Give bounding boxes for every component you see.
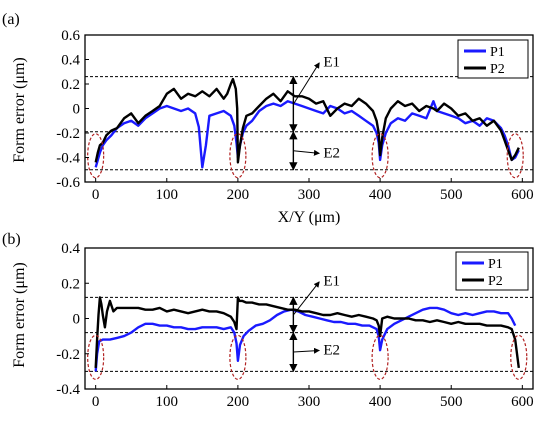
x-tick-label: 500 <box>440 394 463 410</box>
highlight-ellipse <box>371 133 389 179</box>
legend-label-p2: P2 <box>490 62 505 77</box>
x-tick-label: 100 <box>156 187 179 203</box>
series-line-p2 <box>94 296 520 369</box>
panel-a-y-axis-label: Form error (μm) <box>11 57 28 162</box>
y-tick-label: -0.2 <box>56 126 80 142</box>
x-tick-label: 200 <box>227 394 250 410</box>
panel-b-label: (b) <box>2 231 21 248</box>
annotation-pointer <box>293 149 320 156</box>
highlight-ellipse <box>506 133 524 179</box>
annotation-pointer <box>292 281 320 316</box>
y-tick-label: 0.4 <box>61 241 80 257</box>
annotation-pointer <box>292 62 320 105</box>
x-tick-label: 0 <box>92 187 100 203</box>
x-tick-label: 0 <box>92 394 100 410</box>
annotation-pointer <box>293 347 320 354</box>
x-tick-label: 300 <box>298 187 321 203</box>
y-tick-label: -0.2 <box>56 347 80 363</box>
highlight-ellipse <box>510 334 528 380</box>
y-tick-label: 0.2 <box>61 77 80 93</box>
panel-a-label: (a) <box>2 11 20 28</box>
legend-label-p2: P2 <box>488 274 503 289</box>
highlight-ellipse <box>229 334 247 380</box>
panel-b: (b) Form error (μm) E1 E2 0 100 200 300 400 50… <box>2 231 534 410</box>
x-tick-label: 400 <box>369 187 392 203</box>
y-tick-label: 0 <box>73 102 81 118</box>
x-tick-label: 600 <box>511 187 534 203</box>
annotation-e1: E1 <box>323 55 340 71</box>
x-tick-label: 500 <box>440 187 463 203</box>
highlight-ellipse <box>87 133 105 179</box>
y-tick-label: -0.4 <box>56 151 80 167</box>
series-line-p2 <box>94 77 520 164</box>
y-tick-label: 0.6 <box>61 28 80 44</box>
x-tick-label: 200 <box>227 187 250 203</box>
panel-a-legend: P1 P2 <box>457 39 529 79</box>
y-tick-label: -0.4 <box>56 382 80 398</box>
x-tick-label: 400 <box>369 394 392 410</box>
panel-b-legend: P1 P2 <box>455 251 529 291</box>
y-tick-label: -0.6 <box>56 175 80 191</box>
y-tick-label: 0.4 <box>61 53 80 69</box>
y-tick-label: 0.2 <box>61 276 80 292</box>
legend-label-p1: P1 <box>488 257 503 272</box>
highlight-ellipse <box>87 334 105 380</box>
series-line-p1 <box>94 99 520 169</box>
highlight-ellipse <box>229 133 247 179</box>
panel-b-y-axis-label: Form error (μm) <box>11 262 28 367</box>
legend-label-p1: P1 <box>490 45 505 60</box>
x-tick-label: 300 <box>298 394 321 410</box>
annotation-e1: E1 <box>323 274 340 290</box>
y-tick-label: 0 <box>73 312 81 328</box>
panel-a: (a) Form error (μm) X/Y (μm) E1 E2 0 100 20… <box>2 11 534 226</box>
x-tick-label: 600 <box>511 394 534 410</box>
annotation-e2: E2 <box>323 342 340 358</box>
panel-a-x-axis-label: X/Y (μm) <box>278 209 341 226</box>
highlight-ellipse <box>371 334 389 380</box>
annotation-e2: E2 <box>323 145 340 161</box>
x-tick-label: 100 <box>156 394 179 410</box>
series-line-p1 <box>94 306 517 372</box>
